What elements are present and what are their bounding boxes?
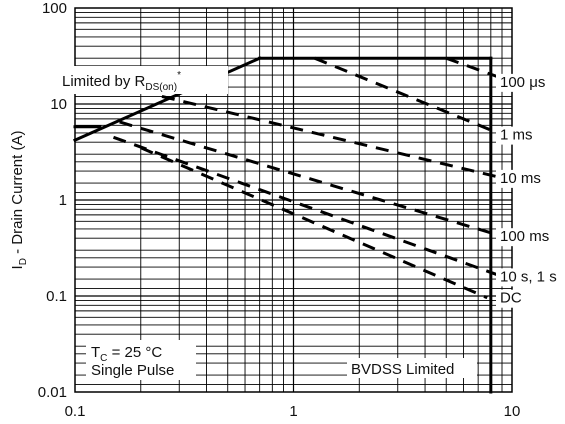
bvdss-label-bg: [347, 358, 477, 378]
series-line: [119, 120, 503, 238]
tick-labels: 0.1 1 10 0.01 0.1 1 10 100: [38, 0, 521, 420]
limit-label-bg: [58, 66, 228, 94]
series-label: 100 ms: [500, 228, 549, 245]
series-label-bg: [496, 126, 537, 145]
series-line: [161, 94, 503, 180]
y-tick-label: 10: [50, 96, 67, 113]
series-label-bg: [496, 73, 550, 92]
y-axis-title: ID - Drain Current (A): [9, 131, 29, 270]
grid: [74, 7, 513, 393]
series-label-bg: [496, 268, 561, 287]
x-tick-label: 10: [504, 403, 521, 420]
series-label: 10 ms: [500, 170, 541, 187]
y-tick-label: 0.01: [38, 384, 67, 401]
x-tick-label: 0.1: [65, 403, 86, 420]
conditions-bg: [86, 340, 196, 380]
series-labels: 100 μs 1 ms 10 ms 100 ms 10 s, 1 s DC: [496, 73, 561, 308]
series-label: DC: [500, 290, 522, 307]
series-lines: [112, 56, 513, 300]
series-line: [314, 56, 503, 136]
conditions-line1: TC = 25 °C: [91, 344, 162, 364]
series-line: [140, 146, 488, 300]
y-tick-label: 100: [42, 0, 67, 17]
series-line: [112, 135, 503, 278]
bvdss-label: BVDSS Limited: [351, 361, 454, 378]
series-label-bg: [496, 228, 554, 247]
conditions-line2: Single Pulse: [91, 362, 174, 379]
series-label: 10 s, 1 s: [500, 268, 557, 285]
series-line: [445, 56, 513, 84]
series-label: 1 ms: [500, 127, 533, 144]
x-tick-label: 1: [289, 403, 297, 420]
series-label-bg: [496, 289, 526, 308]
y-tick-label: 0.1: [46, 288, 67, 305]
series-label-bg: [496, 169, 545, 188]
limit-label: Limited by RDS(on)*: [62, 70, 181, 93]
series-label: 100 μs: [500, 74, 545, 91]
y-tick-label: 1: [59, 192, 67, 209]
